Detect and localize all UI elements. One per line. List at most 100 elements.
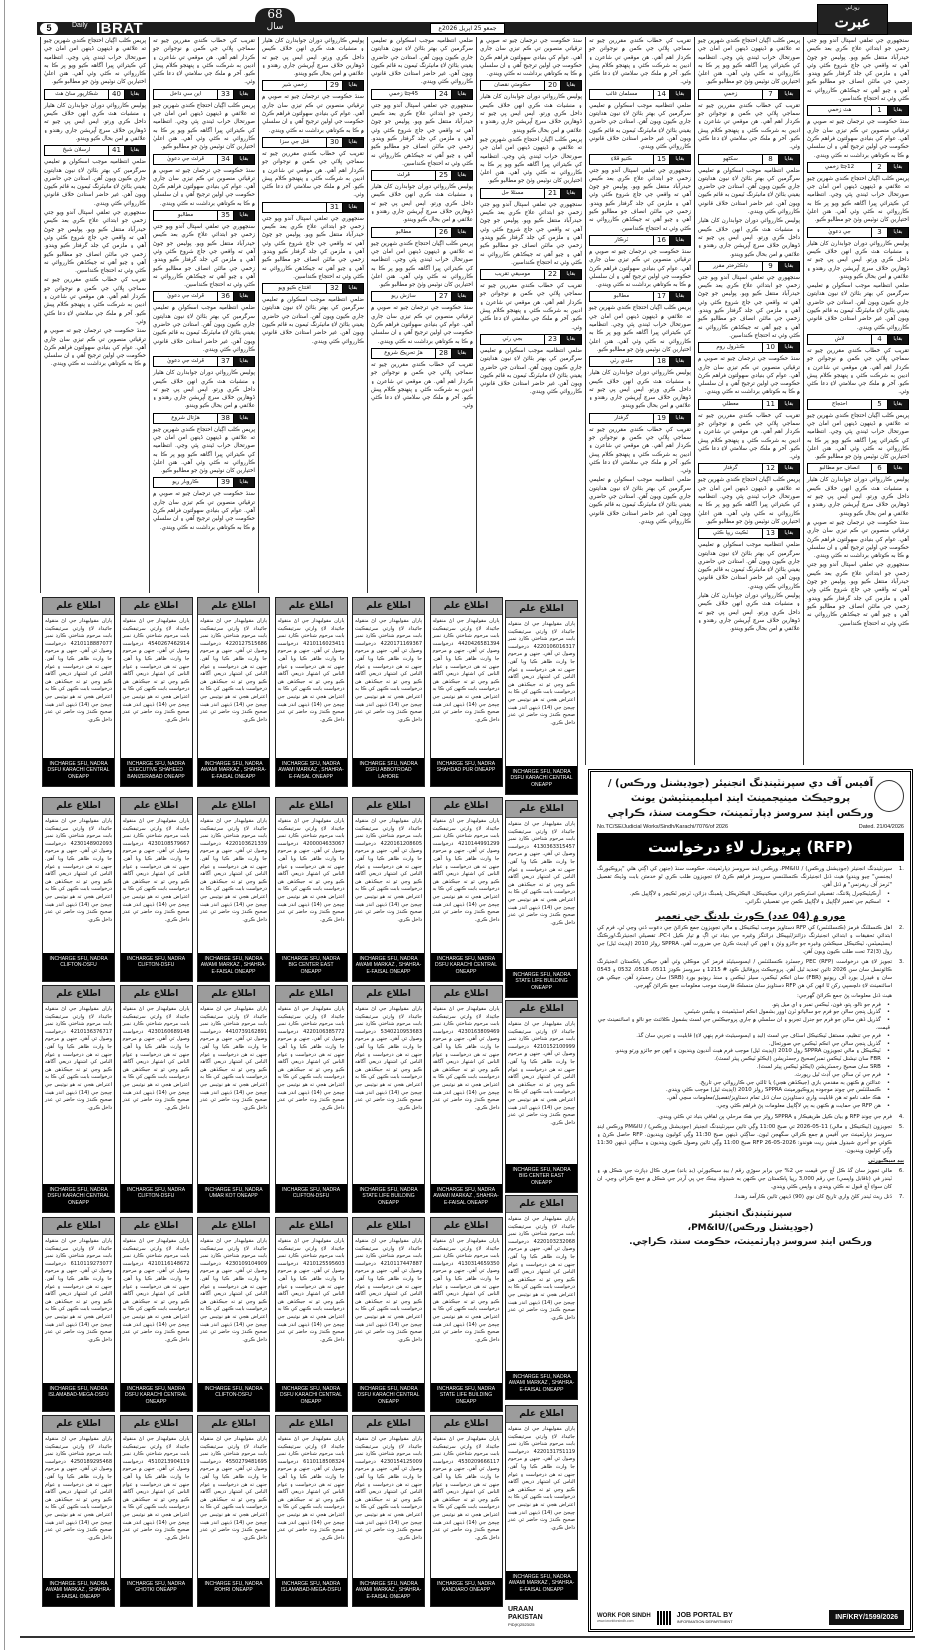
notice-text: درخواست وصول ٿي آهي. جنهن ۾ مرحوم جا وار…	[200, 1028, 267, 1111]
continuation-number: 12	[762, 464, 779, 474]
notice-box: اطلاع علم پاران مقوليهدار جي اڻ منقوله جا…	[352, 985, 425, 1213]
article-paragraph: پوليس ڪارروائي دوران جوابدارن کان هٿيار …	[698, 593, 800, 633]
continuation-title: ڦرلٽ	[397, 172, 410, 179]
article-paragraph: تقريب کي خطاب ڪندي مقررين چيو ته سماجي ڀ…	[371, 361, 473, 410]
notice-text: پاران مقوليهدار جي اڻ منقوله جائيداد لاء…	[277, 1006, 345, 1028]
notice-text: درخواست وصول ٿي آهي. جنهن ۾ مرحوم جا وار…	[122, 1260, 190, 1343]
notice-office: INCHARGE SFU, NADRA AWAMI MARKAZ , SHAHR…	[430, 1184, 502, 1212]
notice-text: درخواست وصول ٿي آهي. جنهن ۾ مرحوم جا وار…	[355, 1260, 422, 1343]
article-paragraph: سنجهوري جي تعلقي اسپتال آندو ويو جتي زخم…	[807, 562, 909, 627]
notice-body: پاران مقوليهدار جي اڻ منقوله جائيداد لاء…	[431, 1235, 502, 1383]
continuation-word: بقايا	[452, 292, 472, 302]
uraan-line1: URAAN	[508, 1606, 534, 1613]
notice-box: اطلاع علم پاران مقوليهدار جي اڻ منقوله جا…	[119, 985, 193, 1213]
rfp-signature: سپرنٽينڊنگ انجنيئر (جوڊيشنل ورڪس)/PM&IU، و…	[629, 1208, 872, 1247]
notice-office: INCHARGE SFU, NADRA GHOTKI ONEAPP	[120, 1578, 192, 1606]
uraan-line2: PAKISTAN	[508, 1614, 543, 1621]
article-paragraph: پوليس ڪارروائي دوران جوابدارن کان هٿيار …	[480, 94, 582, 134]
notice-title: اطلاع علم	[120, 798, 192, 815]
notice-body: پاران مقوليهدار جي اڻ منقوله جائيداد لاء…	[276, 815, 347, 953]
rfp-footer: WORK FOR SINDH www.iworkforsindh.com JOB …	[597, 1610, 904, 1625]
article-paragraph: پريس ڪلب اڳيان احتجاج ڪندي شهرين چيو ته …	[480, 136, 582, 185]
notice-office: INCHARGE SFU, NADRA AWAMI MARKAZ , SHAHR…	[198, 758, 269, 786]
article-paragraph: پوليس ڪارروائي دوران جوابدارن کان هٿيار …	[589, 370, 691, 410]
continuation-label: بقايا 28 هڙ تحريڪ شروع	[371, 347, 473, 359]
notice-text: پاران مقوليهدار جي اڻ منقوله جائيداد لاء…	[122, 1238, 190, 1260]
notice-cnic: 4210117447887	[380, 1260, 422, 1267]
continuation-word: بقايا	[452, 348, 472, 358]
continuation-label: بقايا 6 انصاف جو مطالبو	[807, 463, 909, 475]
notice-box: اطلاع علم پاران مقوليهدار جي اڻ منقوله جا…	[119, 1415, 193, 1607]
notice-cnic: 4230163809469	[458, 1028, 500, 1035]
article-paragraph: سنڌ حڪومت جي ترجمان چيو ته صوبي ۾ ترقيات…	[589, 248, 691, 289]
continuation-title: زخمي شير	[282, 82, 307, 89]
notice-office: INCHARGE SFU, NADRA ISLAMABAD-MEGA-DSFU	[43, 1383, 114, 1411]
article-paragraph: پوليس ڪارروائي دوران جوابدارن کان هٿيار …	[371, 184, 473, 224]
continuation-label: بقايا 2 12ڄڻا زخمي	[807, 161, 909, 173]
continuation-title: شڪارپور ساڻ هٿ	[55, 90, 98, 97]
notice-title: اطلاع علم	[120, 598, 192, 615]
rfp-list-item: اسڪيم جي تعمير لاڳاپيل ۽ لاڳاپيل ڪمن جي …	[597, 899, 890, 907]
notice-text: پاران مقوليهدار جي اڻ منقوله جائيداد لاء…	[122, 818, 190, 840]
rfp-para-4: .4 فرم جي چونڊ RFP ۾ بيان ڪيل طريقيڪار ۽ …	[657, 1113, 904, 1120]
notice-text: پاران مقوليهدار جي اڻ منقوله جائيداد لاء…	[432, 1436, 500, 1458]
continuation-label: بقايا 7 زخمي	[698, 88, 800, 100]
notice-title: اطلاع علم	[430, 1218, 502, 1235]
rfp-para-5: .5 تجويزون (ٽيڪنيڪل ۽ مالي) 11-05-2026 تي…	[597, 1123, 904, 1154]
continuation-label: بقايا 11 معطلي	[698, 398, 800, 410]
continuation-title: گرفتار	[614, 414, 629, 421]
article-paragraph: سنڌ حڪومت جي ترجمان چيو ته صوبي ۾ ترقيات…	[262, 94, 364, 134]
rfp-para-3: .3 تجويز لاءِ هي درخواست (RFP) PEC رجسٽرڊ…	[597, 958, 904, 989]
continuation-title: مطالبو	[395, 228, 412, 235]
notice-office: INCHARGE SFU, NADRA DSFU KARACHI CENTRAL…	[275, 1383, 347, 1411]
rfp-list-item: فرم جي ٽن سالن جي آڊٽ ٿيل رپورٽ.	[597, 1072, 890, 1080]
rfp-bid-security-heading: بيڊ سيڪيورٽي	[868, 1157, 904, 1164]
article-column: ضلعي انتظاميه موجب اسڪولن ۾ تعليمي سرگرم…	[367, 37, 476, 593]
notice-text: درخواست وصول ٿي آهي. جنهن ۾ مرحوم جا وار…	[508, 643, 575, 726]
notice-title: اطلاع علم	[506, 801, 577, 818]
article-paragraph: پوليس ڪارروائي دوران جوابدارن کان هٿيار …	[807, 477, 909, 517]
notice-body: پاران مقوليهدار جي اڻ منقوله جائيداد لاء…	[506, 1423, 577, 1571]
article-paragraph: ضلعي انتظاميه موجب اسڪولن ۾ تعليمي سرگرم…	[44, 159, 146, 207]
rfp-list-item: آرڪيٽيڪچرل پلاننگ، تفصيلي اسٽرڪچر ڊزائن،…	[597, 891, 890, 899]
article-paragraph: تقريب کي خطاب ڪندي مقررين چيو ته سماجي ڀ…	[480, 283, 582, 331]
continuation-title: جلدي رٽي	[610, 358, 633, 365]
article-paragraph: سنڌ حڪومت جي ترجمان چيو ته صوبي ۾ ترقيات…	[371, 305, 473, 345]
continuation-word: بقايا	[343, 202, 363, 212]
years-word: سال	[266, 22, 284, 32]
notice-text: درخواست وصول ٿي آهي. جنهن ۾ مرحوم جا وار…	[508, 1238, 575, 1321]
continuation-number: 11	[762, 399, 779, 409]
continuation-number: 15	[653, 154, 670, 164]
notice-body: پاران مقوليهدار جي اڻ منقوله جائيداد لاء…	[276, 1003, 347, 1184]
notice-text: درخواست وصول ٿي آهي. جنهن ۾ مرحوم جا وار…	[45, 640, 112, 723]
notice-box: اطلاع علم پاران مقوليهدار جي اڻ منقوله جا…	[352, 797, 425, 982]
continuation-word: بقايا	[561, 270, 581, 280]
notice-text: درخواست وصول ٿي آهي. جنهن ۾ مرحوم جا وار…	[277, 1458, 345, 1541]
notice-text: درخواست وصول ٿي آهي. جنهن ۾ مرحوم جا وار…	[122, 640, 190, 723]
notice-body: پاران مقوليهدار جي اڻ منقوله جائيداد لاء…	[198, 815, 269, 953]
notice-cnic: 6110118508324	[303, 1458, 345, 1465]
continuation-number: 37	[217, 357, 234, 367]
notice-text: پاران مقوليهدار جي اڻ منقوله جائيداد لاء…	[277, 618, 345, 640]
article-paragraph: پريس ڪلب اڳيان احتجاج ڪندي شهرين چيو ته …	[153, 426, 255, 475]
rfp-advertisement: آفيس آف دي سپرنٽينڊنگ انجنيئر (جوڊيشنل و…	[588, 769, 913, 1632]
rfp-list-item: فرم جو نالو، پتو، فون، ٽيڪس نمبر ۽ اي مي…	[597, 1002, 890, 1010]
article-paragraph: پريس ڪلب اڳيان احتجاج ڪندي شهرين چيو ته …	[589, 305, 691, 353]
notice-text: پاران مقوليهدار جي اڻ منقوله جائيداد لاء…	[45, 618, 112, 640]
rfp-heading-3: ورڪس اينڊ سروسز ڊپارٽمينٽ، حڪومت سنڌ، ڪر…	[607, 808, 874, 819]
continuation-word: بقايا	[779, 399, 799, 409]
notice-title: اطلاع علم	[506, 601, 577, 618]
notice-office: INCHARGE SFU, NADRA BIG CENTER EAST ONEA…	[506, 1164, 577, 1192]
notice-title: اطلاع علم	[275, 1218, 347, 1235]
notice-body: پاران مقوليهدار جي اڻ منقوله جائيداد لاء…	[506, 1213, 577, 1371]
continuation-word: بقايا	[670, 235, 690, 245]
continuation-word: بقايا	[125, 89, 145, 99]
continuation-word: بقايا	[234, 357, 254, 367]
continuation-number: 17	[653, 292, 670, 302]
continuation-title: انصاف جو مطالبو	[819, 465, 860, 472]
notice-cnic: 4220106016317	[533, 643, 575, 650]
rfp-list-item: هن RFP جي حمايت ۾ ڪنهن به ٻي لاڳاپيل معل…	[597, 1103, 890, 1111]
notice-cnic: 4220161208605	[380, 840, 422, 847]
article-paragraph: تقريب کي خطاب ڪندي مقررين چيو ته سماجي ڀ…	[589, 426, 691, 475]
continuation-word: بقايا	[670, 89, 690, 99]
